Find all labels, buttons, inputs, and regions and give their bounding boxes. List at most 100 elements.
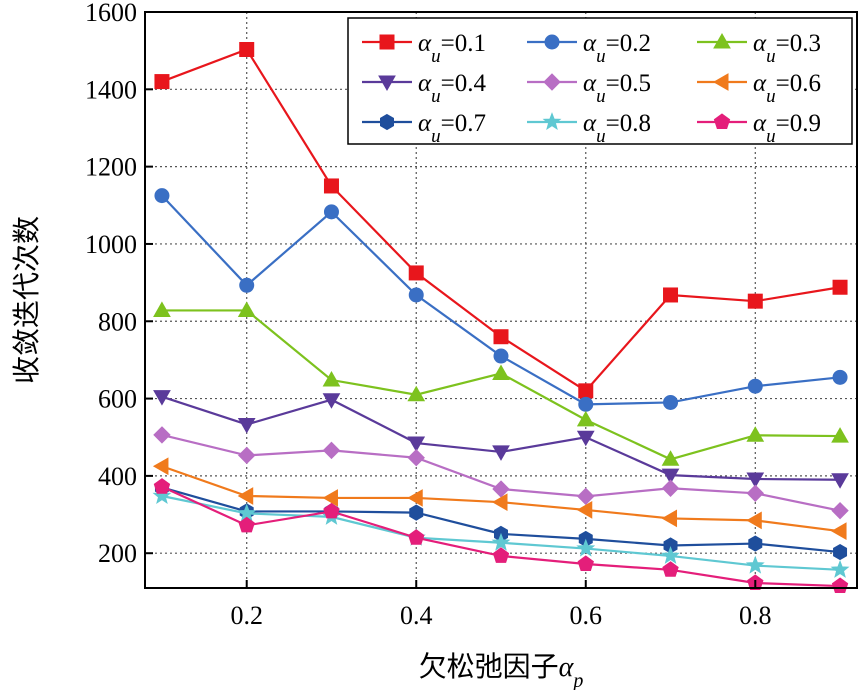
y-tick-label: 800: [98, 307, 137, 336]
data-point: [409, 504, 424, 521]
data-point: [661, 509, 678, 528]
data-point: [712, 73, 729, 91]
x-axis-subscript: p: [571, 670, 583, 690]
data-point: [576, 430, 595, 447]
legend-item: αu=0.4: [362, 70, 486, 107]
legend-symbol: α: [418, 70, 432, 97]
data-point: [747, 378, 763, 394]
data-point: [661, 546, 680, 564]
series-layer: [152, 41, 850, 594]
data-point: [237, 487, 254, 505]
data-point: [493, 329, 509, 345]
data-point: [747, 293, 763, 309]
legend-label: αu=0.3: [753, 30, 821, 67]
legend-item: αu=0.1: [362, 30, 486, 67]
data-point: [748, 535, 763, 552]
data-point: [153, 426, 171, 444]
data-point: [238, 446, 256, 465]
data-point: [408, 265, 424, 281]
legend-value: =0.3: [776, 30, 821, 57]
data-point: [154, 74, 170, 90]
data-point: [662, 561, 679, 577]
data-point: [746, 426, 765, 442]
data-point: [576, 501, 593, 519]
x-tick-label: 0.8: [739, 601, 772, 630]
data-point: [576, 538, 596, 557]
legend-item: αu=0.5: [527, 70, 651, 107]
x-tick-label: 0.2: [230, 601, 263, 630]
legend-subscript: u: [766, 86, 776, 107]
data-point: [237, 301, 256, 317]
x-tick-label: 0.6: [570, 601, 603, 630]
legend-label: αu=0.5: [583, 70, 651, 107]
legend: αu=0.1 αu=0.2 αu=0.3αu=0.4 αu=0.5 αu=0.6αu=0…: [347, 17, 853, 147]
data-point: [407, 385, 426, 402]
y-tick-label: 200: [98, 539, 137, 568]
data-point: [491, 532, 511, 551]
legend-value: =0.9: [776, 110, 821, 137]
legend-label: αu=0.2: [583, 30, 651, 67]
y-tick-label: 1600: [85, 0, 137, 27]
series: [154, 188, 848, 412]
plot-frame: [144, 11, 858, 589]
data-point: [746, 484, 764, 502]
legend-item: αu=0.6: [697, 70, 821, 107]
data-point: [577, 555, 594, 572]
data-point: [153, 301, 171, 317]
data-point: [661, 479, 680, 497]
data-point: [745, 555, 765, 574]
data-point: [832, 279, 848, 295]
ticks: 200 400 600 800 1000 1200 1400 1600 0.2 0.4 0.6 0.8: [85, 0, 772, 630]
legend-label: αu=0.9: [753, 110, 821, 147]
data-point: [380, 113, 394, 131]
legend-symbol: α: [583, 30, 597, 57]
series: [152, 457, 847, 541]
data-point: [831, 501, 849, 520]
data-point: [493, 348, 509, 364]
legend-subscript: u: [596, 46, 606, 67]
data-point: [407, 436, 426, 453]
legend-subscript: u: [431, 126, 441, 147]
data-point: [661, 450, 680, 466]
legend-label: αu=0.1: [418, 30, 486, 67]
legend-value: =0.5: [606, 70, 651, 97]
y-tick-label: 1400: [85, 75, 137, 104]
data-point: [544, 34, 560, 50]
data-point: [322, 489, 338, 507]
legend-symbol: α: [753, 70, 767, 97]
data-point: [713, 113, 731, 129]
data-point: [831, 473, 849, 489]
legend-value: =0.4: [441, 70, 487, 97]
y-axis-title: 收敛迭代次数: [10, 216, 43, 384]
data-point: [661, 468, 680, 485]
legend-item: αu=0.2: [527, 30, 651, 67]
legend-label: αu=0.4: [418, 70, 486, 107]
legend-label: αu=0.8: [583, 110, 651, 147]
data-point: [153, 478, 171, 494]
data-point: [492, 547, 510, 563]
legend-value: =0.7: [441, 110, 486, 137]
data-point: [831, 577, 849, 594]
x-axis-title-text: 欠松弛因子: [419, 650, 559, 683]
legend-value: =0.8: [606, 110, 651, 137]
data-point: [831, 427, 849, 443]
data-point: [154, 188, 170, 204]
data-point: [322, 371, 341, 387]
data-point: [492, 364, 510, 380]
y-tick-label: 1000: [85, 230, 137, 259]
legend-item: αu=0.9: [697, 110, 821, 147]
data-point: [746, 472, 765, 488]
legend-symbol: α: [753, 110, 767, 137]
series: [153, 390, 849, 489]
data-point: [578, 396, 594, 412]
data-point: [152, 457, 169, 476]
data-point: [491, 493, 508, 512]
data-point: [323, 502, 340, 519]
data-point: [663, 287, 679, 303]
legend-subscript: u: [431, 46, 441, 67]
data-point: [578, 383, 594, 399]
y-tick-label: 1200: [85, 153, 137, 182]
data-point: [408, 529, 425, 545]
legend-symbol: α: [418, 110, 432, 137]
data-point: [408, 287, 424, 303]
